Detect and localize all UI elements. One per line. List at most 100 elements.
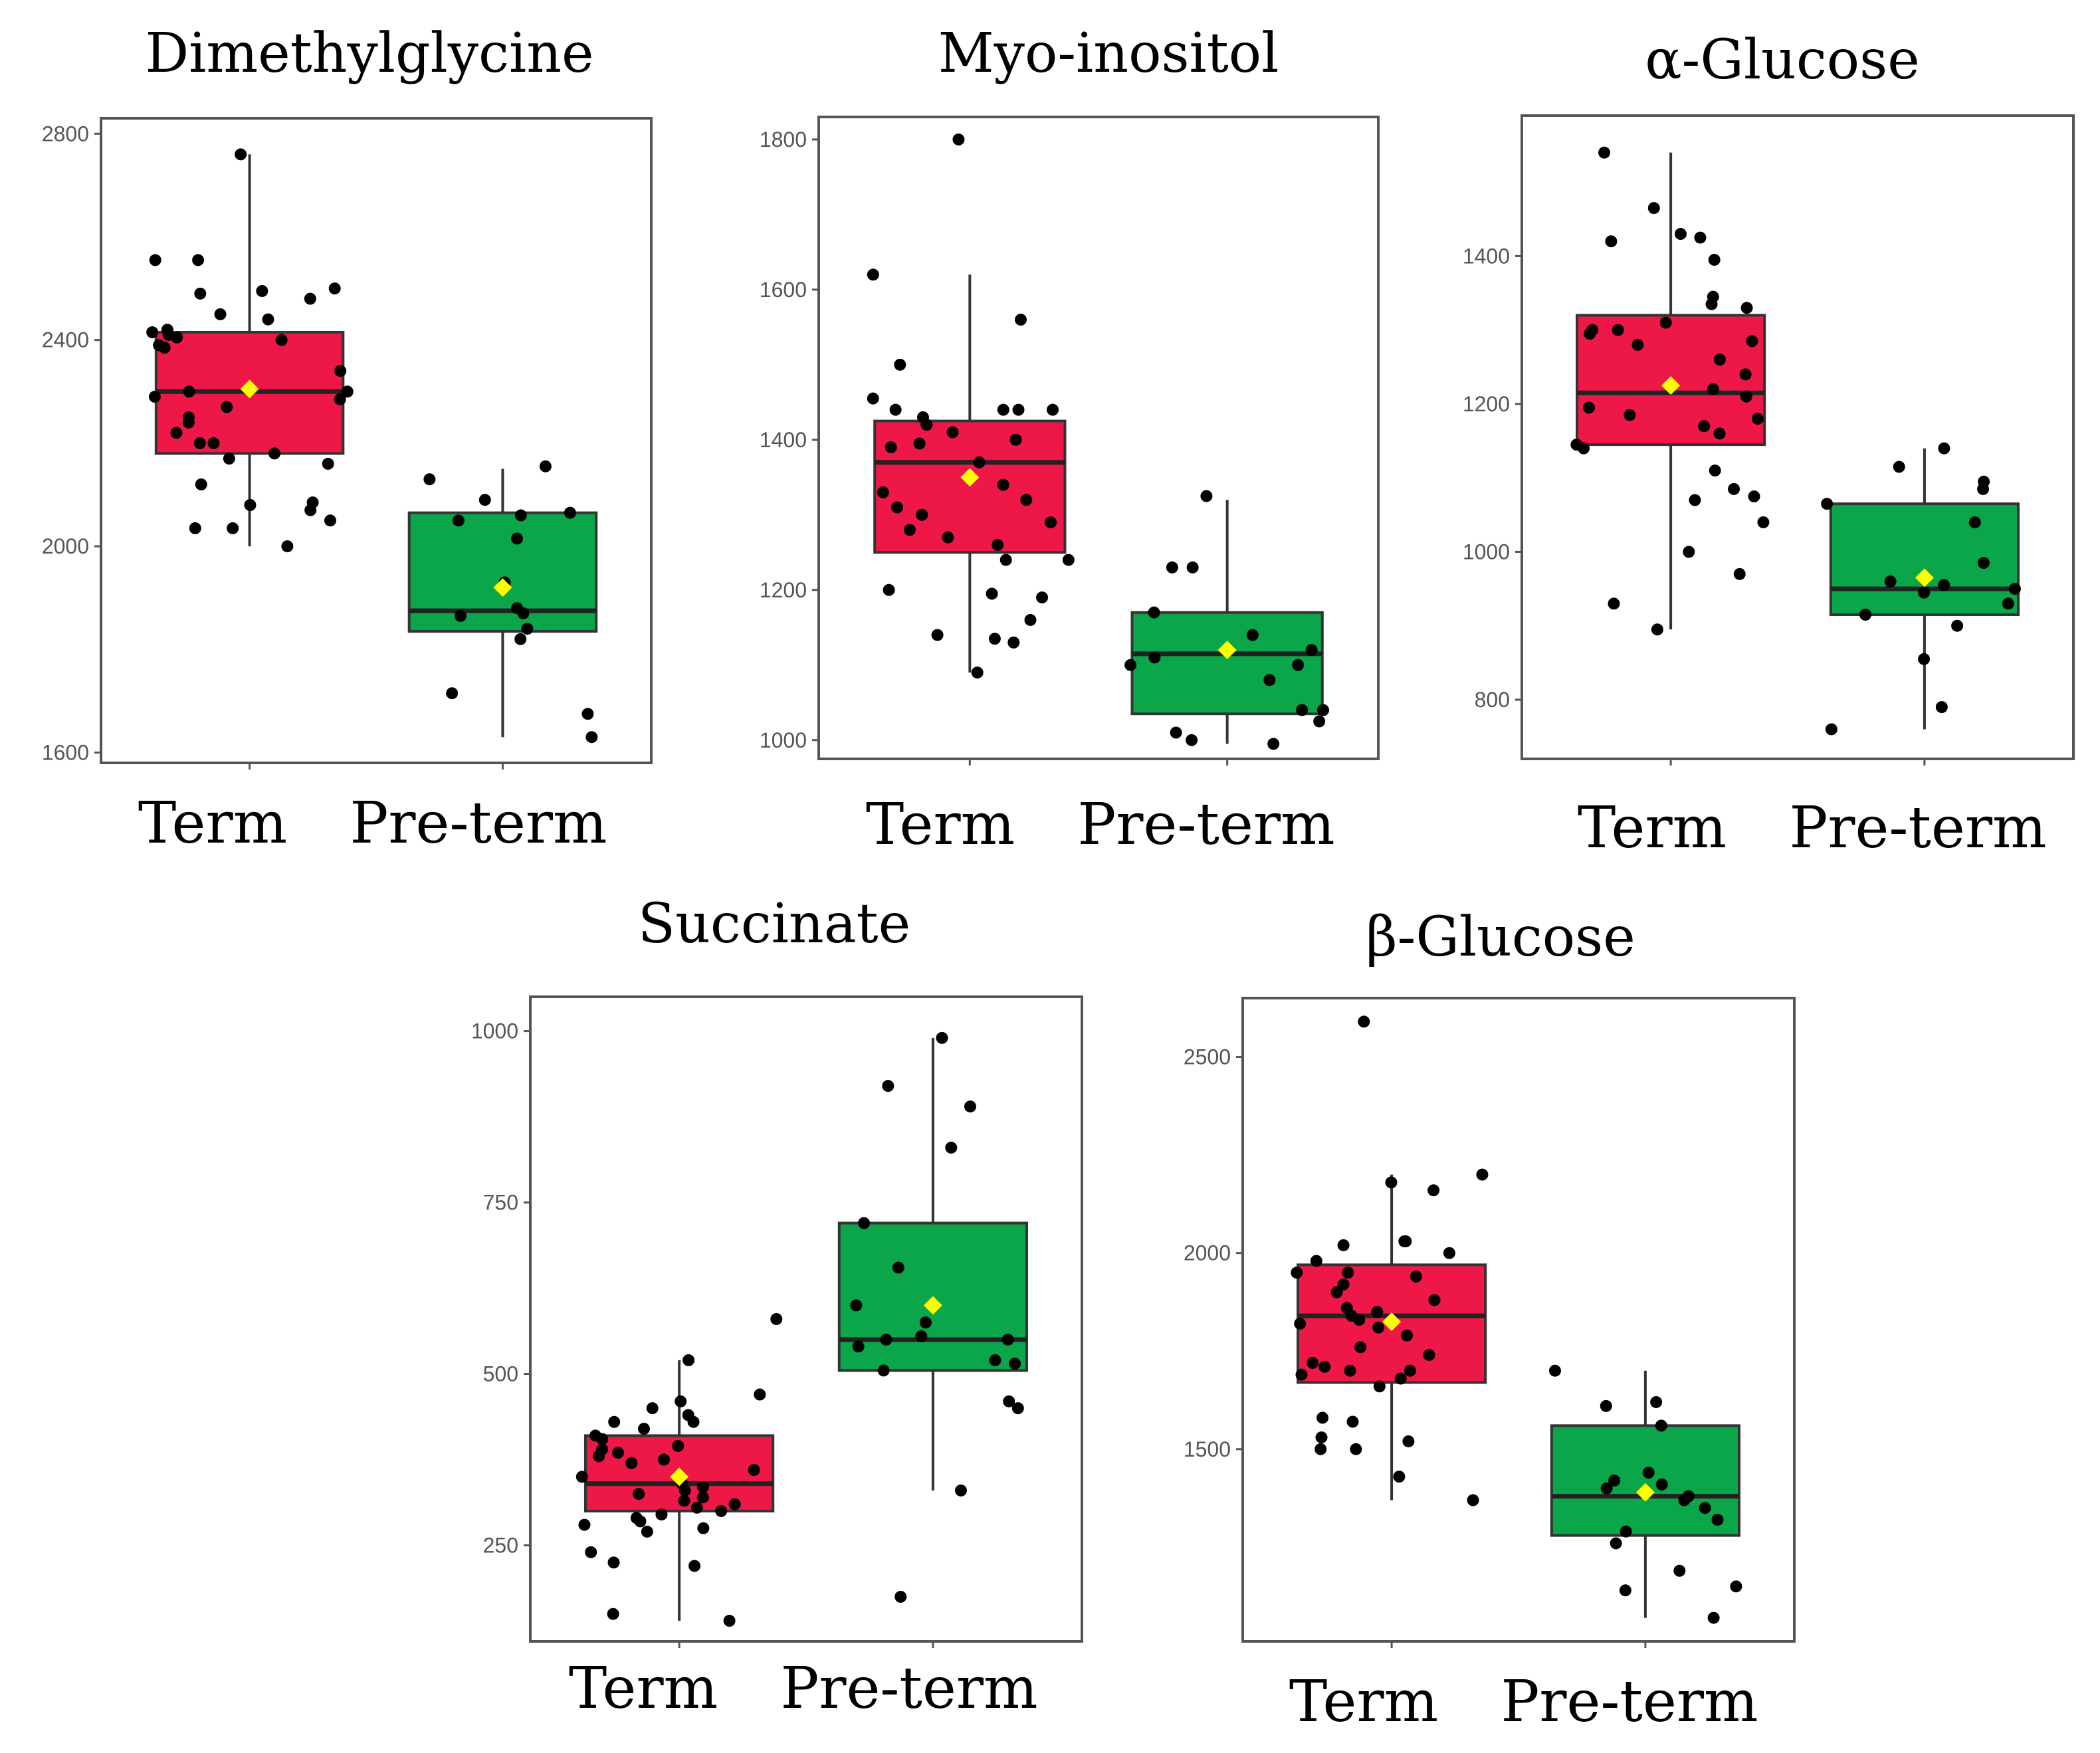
data-point (1751, 413, 1764, 425)
data-point (1584, 328, 1596, 340)
data-point (149, 254, 161, 266)
data-point (1296, 704, 1309, 716)
y-tick-label: 2000 (42, 534, 89, 558)
data-point (1748, 490, 1760, 503)
data-point (1655, 1478, 1668, 1491)
data-point (973, 456, 986, 468)
data-point (1186, 734, 1198, 746)
data-point (1951, 619, 1964, 632)
category-label: Term (138, 790, 287, 857)
data-point (997, 403, 1009, 416)
category-label: Pre-term (780, 1655, 1037, 1722)
data-point (585, 731, 598, 744)
data-point (1148, 651, 1161, 664)
data-point (1698, 420, 1711, 433)
data-point (894, 1590, 907, 1603)
data-point (1009, 433, 1022, 446)
chart-title: β-Glucose (1366, 906, 1635, 969)
data-point (942, 531, 954, 544)
data-point (770, 1313, 783, 1325)
data-point (1757, 516, 1770, 528)
data-point (1267, 738, 1280, 750)
data-point (1893, 461, 1905, 473)
data-point (891, 501, 903, 514)
data-point (1292, 659, 1305, 671)
series-pre-term (837, 1031, 1029, 1603)
data-point (1467, 1494, 1479, 1506)
data-point (1548, 1364, 1561, 1377)
data-point (517, 607, 530, 619)
data-point (728, 1498, 741, 1510)
y-tick-label: 1000 (760, 728, 807, 752)
data-point (214, 308, 227, 320)
data-point (1307, 1356, 1319, 1369)
data-point (1402, 1435, 1415, 1447)
data-point (880, 1333, 892, 1346)
data-point (478, 494, 491, 506)
data-point (1825, 723, 1838, 736)
data-point (1305, 644, 1318, 657)
box (1550, 1424, 1741, 1537)
data-point (1400, 1235, 1412, 1247)
y-tick-label: 1600 (760, 278, 807, 302)
data-point (1423, 1349, 1435, 1362)
y-tick-label: 2500 (1184, 1045, 1231, 1069)
mean-marker (1217, 641, 1237, 660)
data-point (1730, 1580, 1742, 1593)
category-label: Term (569, 1655, 718, 1722)
data-point (1624, 409, 1636, 421)
data-point (989, 1354, 1001, 1366)
box (873, 419, 1067, 554)
data-point (227, 522, 239, 534)
data-point (1642, 1467, 1655, 1479)
data-point (423, 473, 436, 486)
y-tick-label: 2000 (1184, 1241, 1231, 1265)
y-tick-label: 1000 (471, 1019, 518, 1043)
data-point (1707, 383, 1719, 395)
data-point (268, 447, 281, 460)
data-point (885, 441, 897, 454)
data-point (1968, 516, 1981, 528)
data-point (510, 532, 523, 545)
data-point (696, 1481, 709, 1493)
data-point (1711, 1514, 1724, 1526)
data-point (916, 508, 928, 521)
data-point (988, 633, 1001, 645)
chart-title: α-Glucose (1645, 29, 1920, 92)
data-point (1659, 316, 1672, 329)
y-tick-label: 1400 (760, 428, 807, 452)
data-point (1007, 636, 1020, 649)
data-point (1294, 1317, 1307, 1330)
data-point (992, 539, 1004, 551)
data-point (1675, 228, 1687, 241)
data-point (1476, 1168, 1489, 1181)
data-point (1401, 1329, 1414, 1342)
data-point (1394, 1372, 1407, 1385)
data-point (1938, 442, 1950, 455)
data-point (1393, 1471, 1406, 1483)
y-tick-label: 1400 (1463, 244, 1510, 268)
data-point (954, 1484, 967, 1496)
series-term (867, 133, 1075, 679)
data-point (324, 514, 336, 527)
data-point (1619, 1584, 1631, 1597)
data-point (1746, 335, 1758, 348)
data-point (514, 509, 527, 522)
series-term (1291, 1015, 1489, 1506)
data-point (1709, 464, 1721, 477)
data-point (256, 284, 268, 297)
series-pre-term (407, 460, 598, 744)
data-point (867, 268, 879, 281)
data-point (596, 1433, 609, 1445)
data-point (696, 1491, 709, 1504)
data-point (1689, 494, 1701, 506)
data-point (1427, 1184, 1440, 1197)
series-term (146, 148, 354, 553)
data-point (877, 486, 889, 498)
data-point (1291, 1267, 1303, 1279)
data-point (341, 385, 354, 398)
data-point (1317, 704, 1330, 716)
data-point (1733, 567, 1746, 580)
data-point (1170, 726, 1182, 739)
data-point (328, 282, 341, 295)
